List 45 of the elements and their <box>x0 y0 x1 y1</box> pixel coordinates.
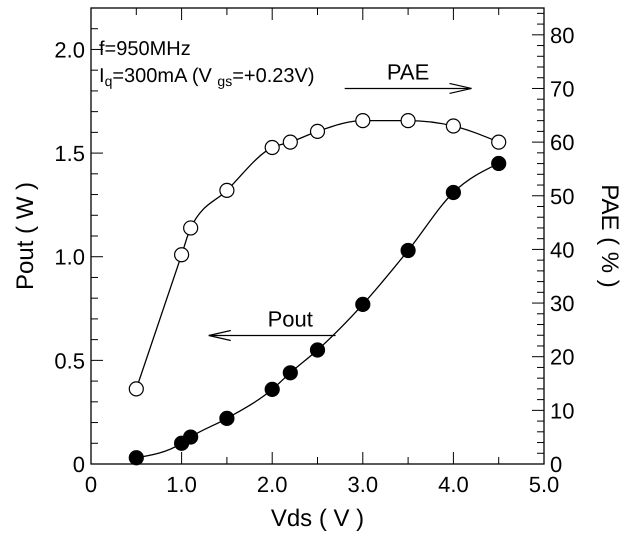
point <box>282 365 298 380</box>
x-tick-label: 1.0 <box>166 472 197 497</box>
point <box>355 296 370 312</box>
point <box>174 247 190 262</box>
y2-tick-label: 20 <box>550 344 574 370</box>
y-tick-label: 0.5 <box>54 348 85 374</box>
x-axis-title: Vds ( V ) <box>270 505 364 532</box>
point <box>491 134 506 150</box>
y2-tick-label: 30 <box>550 291 574 316</box>
y2-tick-label: 70 <box>550 76 574 102</box>
x-tick-label: 3.0 <box>348 472 378 497</box>
point <box>310 124 326 139</box>
series-label: PAE <box>386 59 430 84</box>
y-tick-label: 1.0 <box>54 244 85 270</box>
point <box>310 342 326 358</box>
y-tick-label: 1.5 <box>54 141 85 166</box>
point <box>128 381 144 396</box>
point <box>183 429 198 445</box>
point <box>446 184 461 200</box>
point <box>400 242 416 258</box>
point <box>264 382 280 397</box>
point <box>355 113 370 128</box>
y2-tick-label: 10 <box>550 398 574 424</box>
point <box>219 410 234 426</box>
y2-axis-title: PAE ( % ) <box>596 184 623 288</box>
y-tick-label: 2.0 <box>54 37 85 62</box>
point <box>128 450 144 466</box>
y2-tick-label: 50 <box>550 184 574 209</box>
y-axis-title: Pout ( W ) <box>12 182 39 290</box>
y-tick-label: 0 <box>72 452 85 477</box>
series-label: Pout <box>268 306 313 332</box>
point <box>183 220 198 236</box>
y2-tick-label: 80 <box>550 22 574 48</box>
x-tick-label: 2.0 <box>256 472 288 497</box>
annotation: f=950MHz <box>99 38 191 60</box>
annotation: I$_{q}$=300mA (V $_{gs}$=+0.23V) <box>99 65 315 88</box>
point <box>264 140 280 156</box>
point <box>446 118 461 134</box>
point <box>219 182 234 198</box>
point <box>491 156 506 172</box>
point <box>400 113 416 128</box>
x-tick-label: 4.0 <box>438 472 469 497</box>
point <box>282 134 298 150</box>
y2-tick-label: 60 <box>550 130 574 156</box>
y2-tick-label: 40 <box>550 237 574 262</box>
